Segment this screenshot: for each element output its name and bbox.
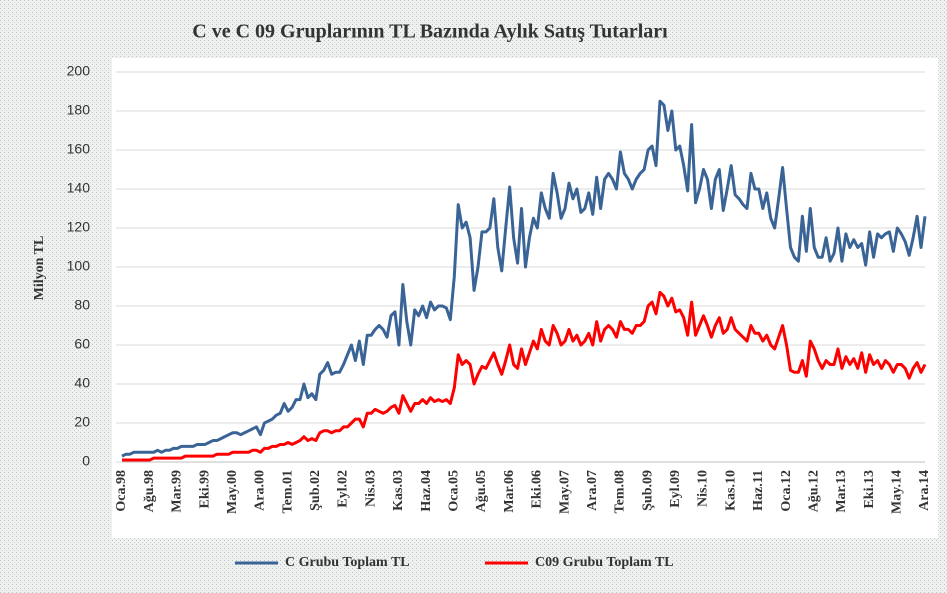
y-axis-title: Milyon TL — [32, 236, 47, 301]
x-tick-label: Ağu.05 — [474, 470, 489, 512]
y-tick-label: 40 — [74, 375, 90, 391]
data-line — [121, 99, 927, 458]
x-tick-label: Oca.12 — [779, 470, 794, 512]
x-tick-label: Şub.09 — [640, 470, 655, 511]
x-tick-label: Haz.11 — [751, 470, 766, 511]
data-line — [122, 290, 927, 462]
x-tick-label: Eki.06 — [530, 470, 545, 509]
y-tick-label: 80 — [74, 297, 90, 313]
x-tick-label: May.00 — [225, 470, 240, 514]
y-tick-label: 200 — [67, 63, 91, 79]
x-tick-label: Tem.08 — [613, 470, 628, 513]
x-tick-label: Ara.14 — [917, 470, 932, 511]
x-tick-label: Nis.10 — [696, 470, 711, 507]
x-tick-label: Nis.03 — [363, 470, 378, 507]
x-tick-label: Eyl.09 — [668, 470, 683, 508]
x-tick-label: Haz.04 — [419, 470, 434, 512]
x-tick-label: Ara.00 — [253, 470, 268, 511]
y-tick-label: 140 — [67, 180, 91, 196]
x-tick-label: Mar.99 — [170, 470, 185, 513]
x-tick-label: Ağu.98 — [142, 470, 157, 512]
x-tick-label: Şub.02 — [308, 470, 323, 511]
x-tick-label: Eyl.02 — [336, 470, 351, 508]
y-tick-label: 100 — [67, 258, 91, 274]
y-tick-label: 60 — [74, 336, 90, 352]
y-tick-label: 120 — [67, 219, 91, 235]
legend-label: C Grubu Toplam TL — [285, 555, 410, 570]
legend-label: C09 Grubu Toplam TL — [535, 555, 674, 570]
y-tick-label: 160 — [67, 141, 91, 157]
x-tick-label: Kas.03 — [391, 470, 406, 511]
x-tick-label: Mar.13 — [834, 470, 849, 513]
x-tick-label: Kas.10 — [723, 470, 738, 511]
x-tick-label: Tem.01 — [280, 470, 295, 513]
x-tick-label: May.14 — [890, 470, 905, 514]
y-tick-label: 0 — [82, 453, 90, 469]
plot-area — [112, 58, 938, 538]
x-tick-label: Oca.05 — [446, 470, 461, 512]
chart-title: C ve C 09 Gruplarının TL Bazında Aylık S… — [192, 21, 668, 43]
y-tick-label: 20 — [74, 414, 90, 430]
x-tick-label: Ağu.12 — [806, 470, 821, 512]
x-tick-label: Eki.99 — [197, 470, 212, 509]
x-tick-label: Oca.98 — [114, 470, 129, 512]
x-tick-label: May.07 — [557, 470, 572, 514]
x-tick-label: Mar.06 — [502, 470, 517, 513]
x-tick-label: Eki.13 — [862, 470, 877, 509]
y-tick-label: 180 — [67, 102, 91, 118]
x-tick-label: Ara.07 — [585, 470, 600, 511]
